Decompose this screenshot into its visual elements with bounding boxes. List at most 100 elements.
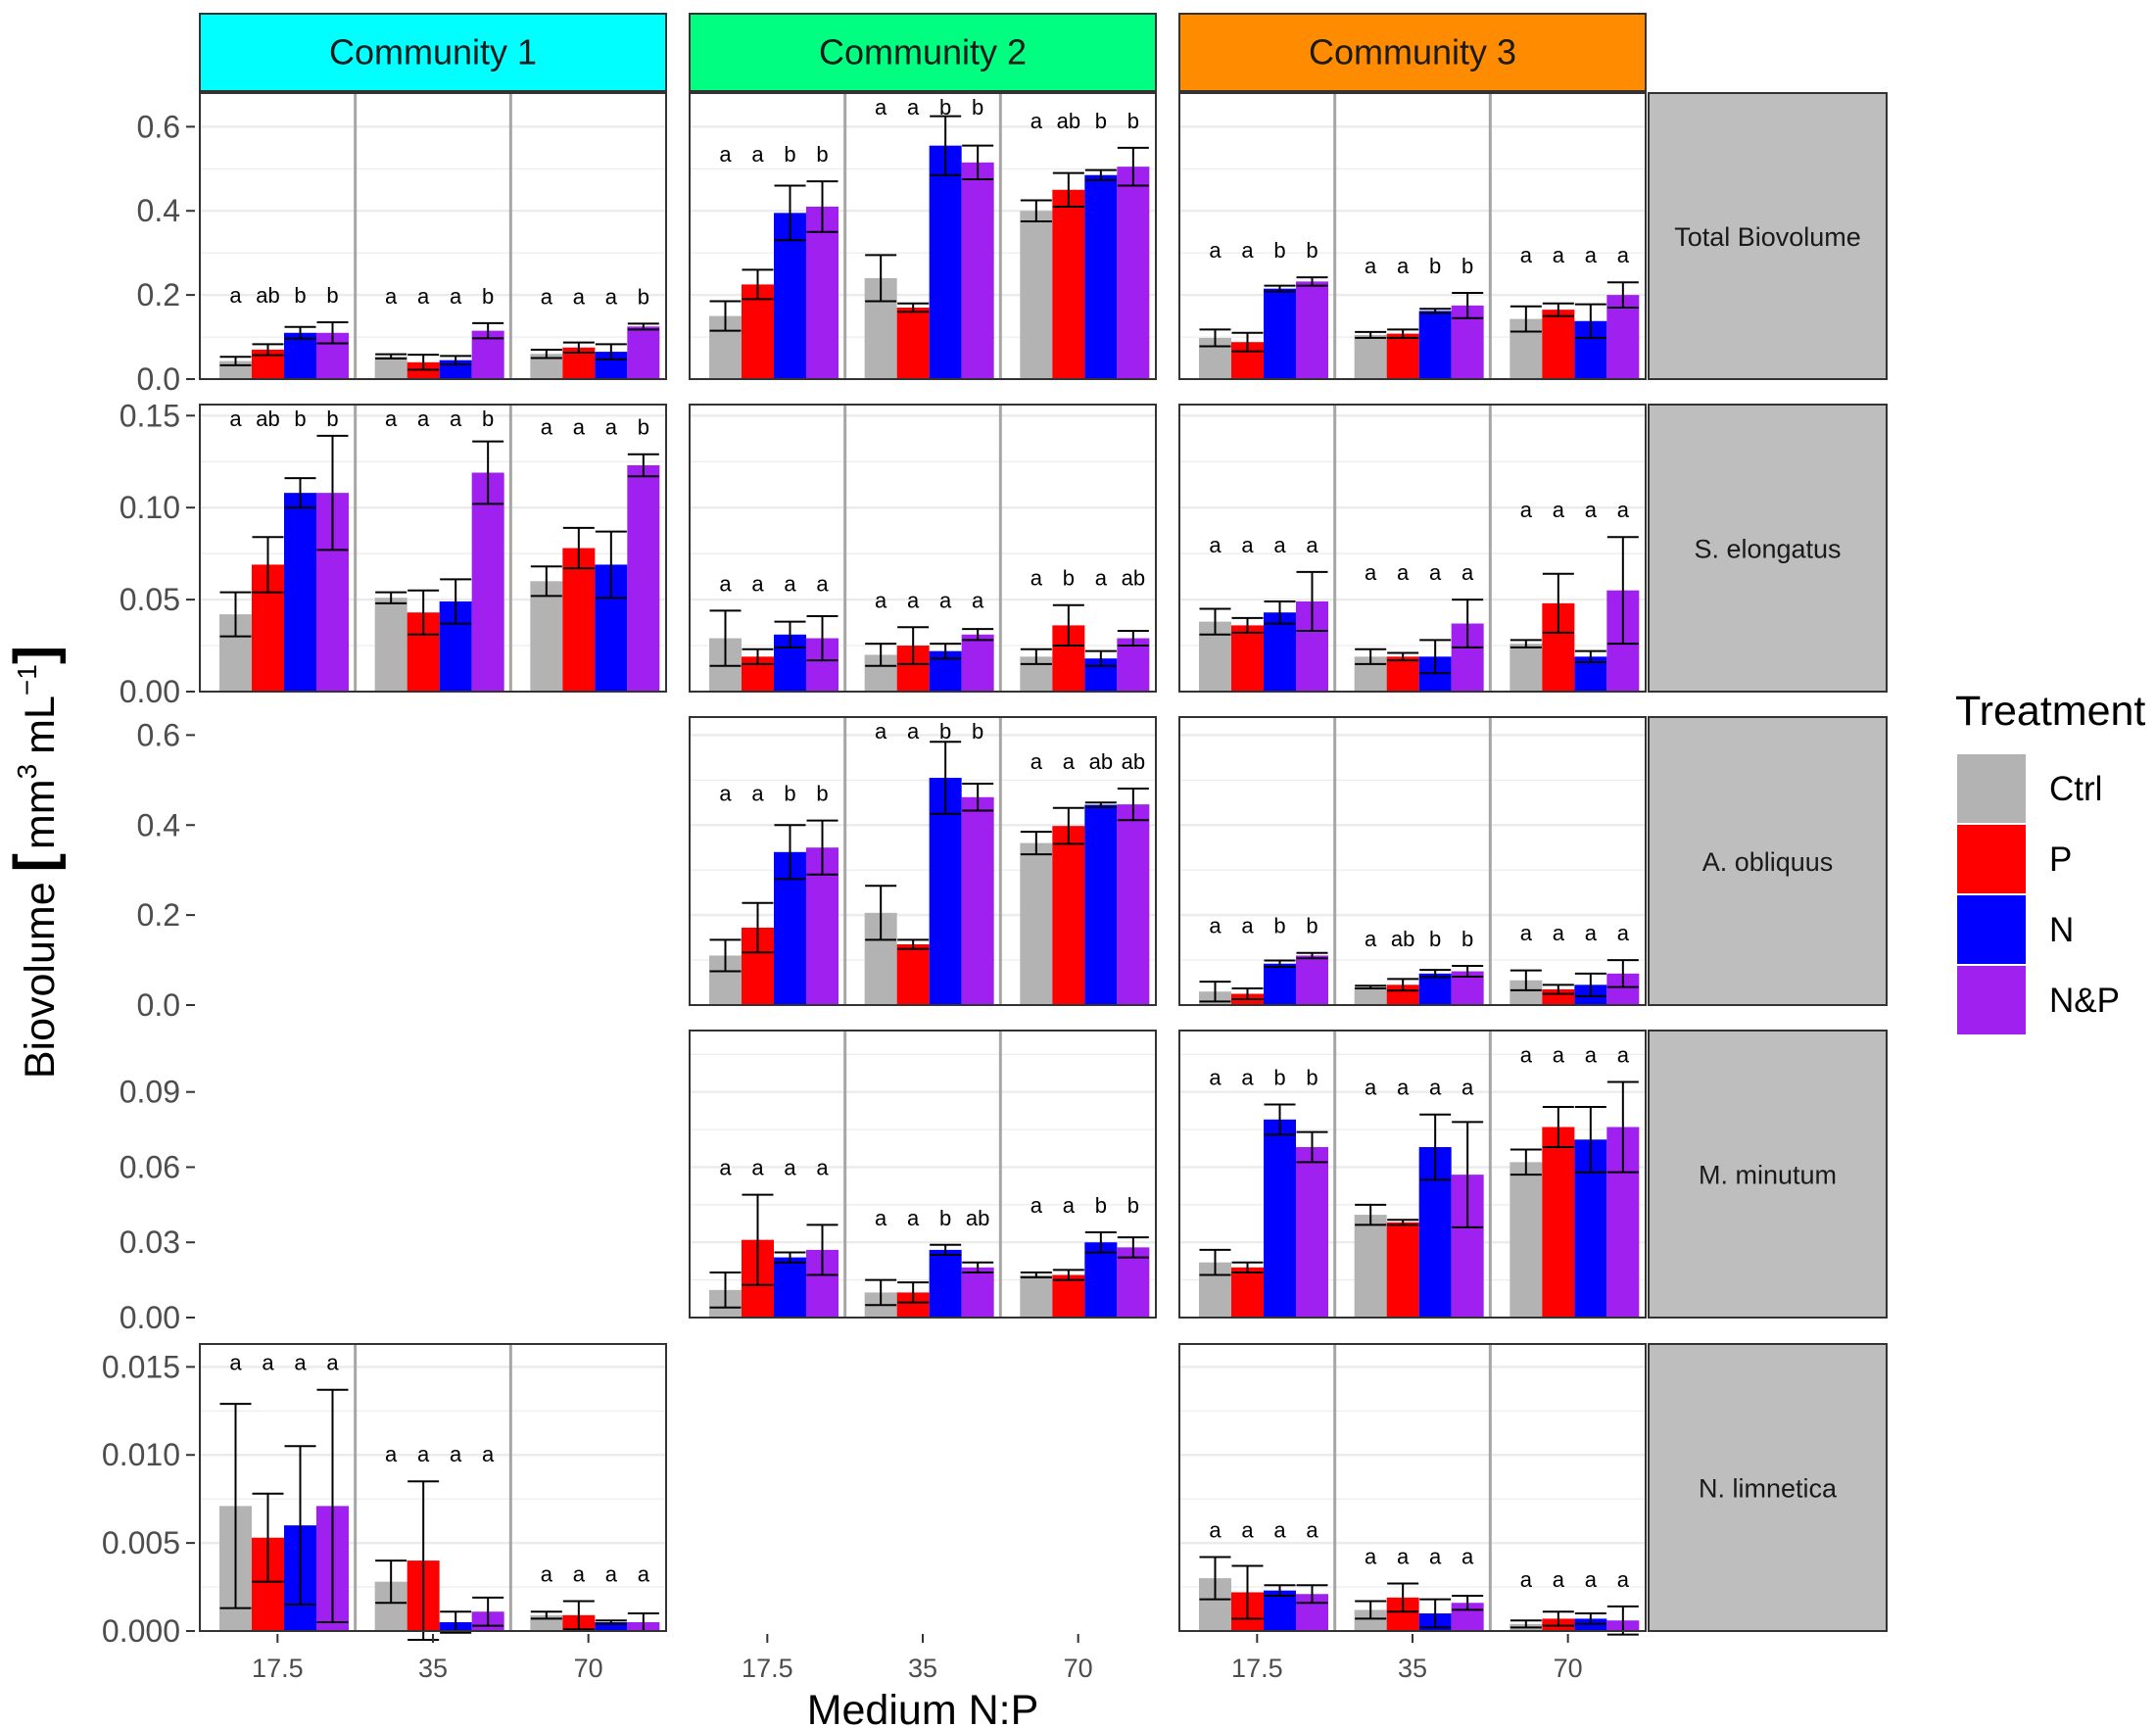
legend-title: Treatment	[1955, 688, 2145, 735]
y-tick-label: 0.2	[137, 897, 180, 933]
significance-letter: a	[784, 571, 796, 596]
panel-frame	[1178, 92, 1647, 380]
legend-key	[1957, 825, 2026, 893]
x-tick-label: 35	[1398, 1654, 1427, 1683]
y-tick-label: 0.09	[120, 1075, 180, 1110]
significance-letter: a	[417, 407, 430, 431]
community-strip-label: Community 3	[1309, 32, 1516, 72]
species-strip	[1648, 92, 1888, 380]
species-strip	[1648, 1343, 1888, 1632]
legend-label: Ctrl	[2049, 770, 2102, 808]
bar-n	[929, 778, 962, 1005]
significance-letter: a	[450, 284, 462, 309]
y-axis-exp1: 3	[12, 764, 42, 780]
panel-frame	[1178, 1030, 1647, 1319]
significance-letter: b	[1461, 254, 1473, 278]
bar-n	[1418, 973, 1452, 1005]
significance-letter: b	[1273, 1065, 1285, 1089]
x-tick-label: 17.5	[1231, 1654, 1283, 1683]
y-tick-label: 0.00	[120, 674, 180, 709]
significance-letter: a	[605, 1561, 618, 1586]
species-strip	[1648, 1030, 1888, 1319]
bar-n	[1418, 311, 1452, 379]
legend-label: P	[2049, 840, 2072, 879]
significance-letter: a	[1585, 921, 1598, 945]
significance-letter: b	[972, 719, 983, 744]
bar-nandp	[1296, 281, 1328, 379]
bar-p	[742, 284, 774, 379]
significance-letter: b	[1095, 109, 1107, 133]
significance-letter: a	[229, 407, 242, 431]
facet-panel: a ab b b a a a b a a a b	[219, 283, 660, 379]
bar-n	[774, 1257, 806, 1318]
y-tick-label: 0.005	[102, 1525, 180, 1560]
significance-letter: b	[638, 415, 649, 440]
significance-letter: b	[482, 284, 494, 309]
species-strip	[1648, 716, 1888, 1006]
bar-p	[1052, 826, 1085, 1005]
significance-letter: b	[939, 95, 951, 120]
significance-letter: b	[294, 283, 306, 308]
significance-letter: a	[875, 588, 887, 612]
significance-letter: a	[907, 1206, 920, 1230]
bar-n	[1264, 1119, 1296, 1318]
community-strip	[689, 13, 1157, 92]
significance-letter: a	[385, 1442, 398, 1466]
community-strip-label: Community 1	[329, 32, 537, 72]
panel-frame	[689, 716, 1157, 1006]
significance-letter: a	[1553, 921, 1565, 945]
bar-p	[896, 308, 930, 379]
bar-n	[929, 145, 962, 379]
significance-letter: a	[1520, 1042, 1533, 1067]
y-axis-bracket: [	[3, 853, 67, 872]
significance-letter: a	[1241, 1518, 1254, 1543]
y-tick-label: 0.06	[120, 1149, 180, 1184]
x-tick-label: 70	[1554, 1654, 1583, 1683]
significance-letter: a	[294, 1351, 307, 1375]
species-strip-label: Total Biovolume	[1674, 222, 1861, 252]
significance-letter: b	[294, 407, 306, 431]
significance-letter: a	[1397, 1076, 1410, 1100]
significance-letter: b	[1306, 1065, 1318, 1089]
significance-letter: a	[1030, 1193, 1043, 1218]
significance-letter: a	[751, 571, 764, 596]
significance-letter: a	[1241, 238, 1254, 263]
significance-letter: b	[939, 1206, 951, 1230]
significance-letter: a	[1365, 254, 1377, 278]
significance-letter: a	[784, 1156, 796, 1180]
y-tick-label: 0.00	[120, 1300, 180, 1335]
bar-n	[1264, 288, 1296, 379]
significance-letter: ab	[256, 407, 279, 431]
significance-letter: a	[1365, 1076, 1377, 1100]
significance-letter: a	[1461, 560, 1474, 585]
y-tick-label: 0.05	[120, 582, 180, 617]
bar-ctrl	[530, 581, 563, 692]
bar-nandp	[1117, 804, 1150, 1005]
significance-letter: a	[1397, 1544, 1410, 1568]
significance-letter: b	[1127, 1193, 1139, 1218]
significance-letter: a	[1617, 1042, 1630, 1067]
significance-letter: b	[1273, 238, 1285, 263]
community-strip	[199, 13, 667, 92]
bar-p	[1231, 1267, 1264, 1318]
significance-letter: a	[907, 95, 920, 120]
bar-nandp	[627, 464, 660, 692]
significance-letter: a	[1617, 498, 1630, 522]
significance-letter: a	[1273, 533, 1286, 557]
significance-letter: a	[1461, 1544, 1474, 1568]
facet-panel: a a b b a a a aa a a a	[1199, 1042, 1640, 1318]
y-tick-label: 0.4	[137, 807, 180, 842]
bar-nandp	[627, 326, 660, 379]
bar-n	[284, 493, 316, 692]
significance-letter: a	[1063, 749, 1076, 774]
bar-n	[595, 1622, 628, 1631]
panel-frames-layer	[199, 92, 1647, 1632]
bar-ctrl	[1020, 1274, 1053, 1318]
bar-ctrl	[1354, 1609, 1387, 1631]
significance-letter: a	[229, 283, 242, 308]
significance-letter: a	[229, 1351, 242, 1375]
significance-letter: a	[1520, 921, 1533, 945]
significance-letter: a	[262, 1351, 274, 1375]
significance-letter: a	[1617, 243, 1630, 267]
bar-ctrl	[374, 598, 407, 692]
